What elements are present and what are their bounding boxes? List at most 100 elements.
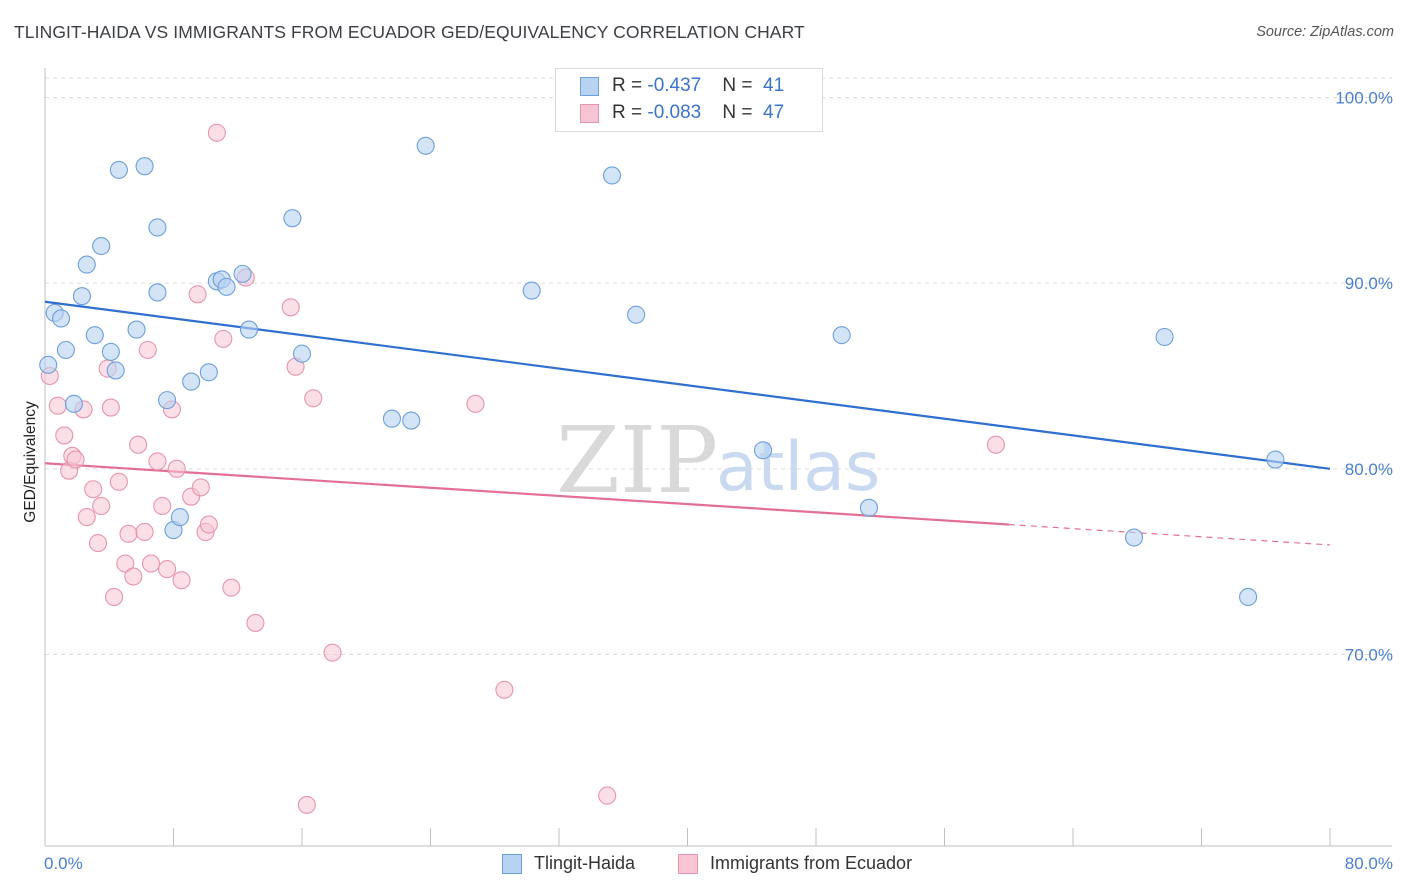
watermark-atlas: atlas bbox=[716, 428, 880, 507]
ecuador-point bbox=[135, 522, 154, 542]
ecuador-point bbox=[495, 680, 514, 699]
r-label: R = bbox=[612, 75, 648, 96]
blue-swatch bbox=[580, 77, 599, 96]
ecuador-point bbox=[92, 496, 111, 516]
tlingit-point bbox=[283, 209, 302, 228]
source-note: Source: ZipAtlas.com bbox=[1256, 24, 1394, 40]
x-tick-label: 0.0% bbox=[44, 854, 83, 873]
tlingit-point bbox=[56, 340, 75, 360]
ecuador-point bbox=[48, 396, 67, 415]
n-label: N = bbox=[722, 75, 758, 96]
ecuador-point bbox=[141, 554, 161, 573]
y-tick-label: 90.0% bbox=[1345, 274, 1393, 293]
tlingit-point bbox=[39, 355, 58, 374]
tlingit-point bbox=[64, 394, 83, 413]
correlation-legend: R = -0.437 N = 41 R = -0.083 N = 47 bbox=[555, 68, 823, 132]
tlingit-point bbox=[101, 342, 120, 361]
ecuador-point bbox=[191, 478, 210, 497]
tlingit-point bbox=[753, 441, 773, 460]
ecuador-point bbox=[222, 578, 241, 597]
n-value: 47 bbox=[763, 102, 785, 123]
r-label: R = bbox=[612, 102, 648, 123]
grid-lines bbox=[45, 77, 1392, 655]
x-tick-label: 80.0% bbox=[1345, 854, 1393, 873]
ecuador-point bbox=[84, 480, 103, 499]
ecuador-point bbox=[88, 534, 108, 553]
n-value: 41 bbox=[763, 75, 785, 96]
pink-swatch bbox=[580, 104, 599, 123]
tlingit-point bbox=[1239, 587, 1258, 606]
tlingit-point bbox=[859, 498, 879, 517]
tlingit-point bbox=[106, 361, 125, 380]
y-tick-label: 70.0% bbox=[1345, 646, 1393, 665]
y-tick-label: 100.0% bbox=[1335, 89, 1393, 108]
y-axis-label: GED/Equivalency bbox=[22, 401, 39, 523]
ecuador-point bbox=[323, 643, 342, 662]
tlingit-point bbox=[233, 264, 252, 283]
ecuador-point bbox=[66, 450, 85, 469]
tlingit-point bbox=[292, 344, 312, 363]
tlingit-point bbox=[199, 363, 218, 382]
tick-labels: 70.0% 80.0% 90.0% 100.0% 0.0% 80.0% bbox=[44, 89, 1393, 874]
tlingit-point bbox=[148, 283, 167, 302]
ecuador-point bbox=[129, 435, 148, 454]
ecuador-trend-line bbox=[44, 462, 1009, 526]
ecuador-point bbox=[207, 123, 226, 142]
tlingit-point bbox=[382, 409, 402, 428]
ecuador-point bbox=[77, 508, 96, 527]
ecuador-point bbox=[167, 459, 186, 478]
ecuador-point bbox=[101, 398, 120, 417]
ecuador-point bbox=[281, 298, 300, 317]
ecuador-point bbox=[986, 435, 1005, 454]
data-points bbox=[39, 123, 1285, 814]
watermark-zip: ZIP bbox=[556, 407, 718, 514]
tlingit-point bbox=[135, 157, 154, 176]
ecuador-trend-extension bbox=[1008, 523, 1331, 546]
ecuador-point bbox=[138, 340, 157, 360]
tlingit-point bbox=[92, 236, 111, 256]
tlingit-point bbox=[77, 255, 96, 274]
ecuador-point bbox=[109, 472, 128, 491]
tlingit-point bbox=[832, 326, 851, 345]
r-value: -0.437 bbox=[647, 75, 702, 96]
legend-text-ecuador: R = -0.083 N = 47 bbox=[612, 102, 784, 124]
ecuador-point bbox=[158, 560, 177, 579]
tlingit-point bbox=[1124, 528, 1144, 547]
y-tick-label: 80.0% bbox=[1345, 460, 1393, 479]
ecuador-point bbox=[172, 571, 191, 590]
ecuador-point bbox=[148, 452, 167, 471]
r-value: -0.083 bbox=[647, 102, 702, 123]
chart-title: TLINGIT-HAIDA VS IMMIGRANTS FROM ECUADOR… bbox=[14, 22, 805, 42]
tlingit-point bbox=[416, 136, 435, 155]
ecuador-point bbox=[199, 515, 218, 534]
ecuador-point bbox=[105, 587, 124, 606]
ecuador-point bbox=[304, 389, 323, 408]
axes bbox=[44, 68, 1392, 847]
series-legend: Tlingit-Haida Immigrants from Ecuador bbox=[0, 852, 1406, 878]
tlingit-point bbox=[1155, 327, 1174, 347]
tlingit-point bbox=[52, 309, 71, 328]
legend-label-ecuador: Immigrants from Ecuador bbox=[710, 853, 913, 873]
tlingit-point bbox=[402, 411, 421, 430]
tlingit-point bbox=[127, 320, 146, 339]
ecuador-point bbox=[188, 285, 207, 304]
ecuador-point bbox=[297, 795, 316, 814]
tlingit-point bbox=[1266, 450, 1285, 469]
n-label: N = bbox=[722, 102, 758, 123]
legend-text-tlingit: R = -0.437 N = 41 bbox=[612, 75, 784, 97]
legend-label-tlingit: Tlingit-Haida bbox=[534, 853, 636, 873]
tlingit-point bbox=[85, 326, 104, 345]
ecuador-point bbox=[116, 554, 135, 573]
tlingit-point bbox=[627, 305, 646, 324]
tlingit-point bbox=[522, 281, 541, 300]
tlingit-point bbox=[158, 391, 177, 410]
pink-swatch bbox=[678, 854, 698, 874]
ecuador-point bbox=[124, 567, 143, 586]
tlingit-point bbox=[602, 166, 622, 185]
ecuador-point bbox=[246, 613, 265, 632]
ecuador-point bbox=[214, 329, 233, 348]
ecuador-point bbox=[153, 496, 172, 516]
blue-swatch bbox=[502, 854, 522, 874]
